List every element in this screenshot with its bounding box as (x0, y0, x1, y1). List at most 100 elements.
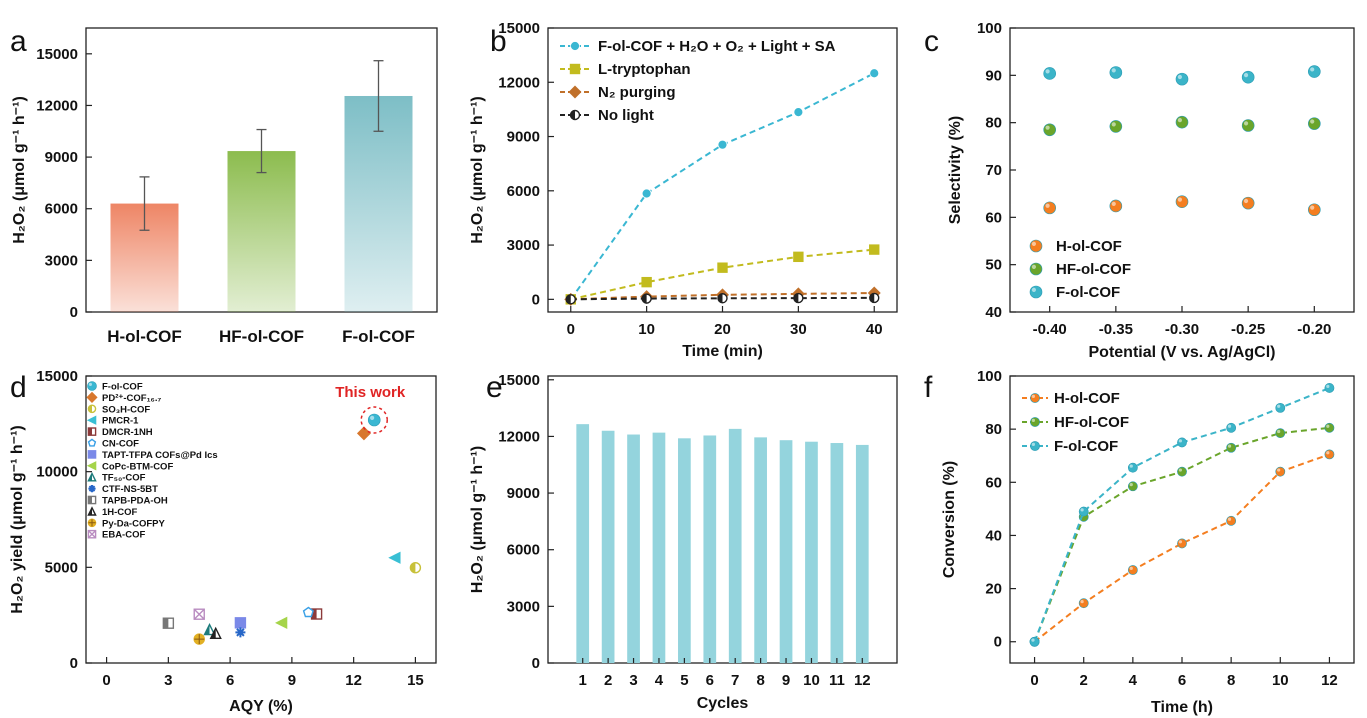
data-point-highlight (1243, 73, 1249, 78)
data-point-fill (204, 624, 210, 635)
x-tick-label: 9 (288, 672, 296, 689)
data-point-highlight (1178, 468, 1182, 472)
data-point (1324, 449, 1335, 460)
legend-marker (86, 461, 97, 471)
x-tick-label: 4 (1129, 672, 1138, 689)
x-tick-label: 30 (790, 321, 807, 338)
panel-letter: a (10, 25, 27, 58)
x-tick-label: 0 (1030, 672, 1038, 689)
x-tick-label: 6 (706, 672, 714, 689)
x-tick-label: 2 (604, 672, 612, 689)
legend-label: PD²⁺-COF₁₆.₇ (102, 393, 161, 404)
x-tick-label: 7 (731, 672, 739, 689)
y-axis-label: H₂O₂ (μmol g⁻¹ h⁻¹) (469, 446, 486, 594)
legend-label: Py-Da-COFPY (102, 518, 165, 529)
y-tick-label: 0 (532, 655, 540, 672)
data-point (1241, 70, 1255, 84)
data-point-highlight (1111, 68, 1116, 73)
x-tick-label: H-ol-COF (107, 327, 182, 346)
x-axis-label: Time (h) (1151, 699, 1213, 716)
legend-label: H-ol-COF (1056, 238, 1122, 255)
data-point-fill (566, 294, 571, 304)
bar (754, 437, 767, 663)
data-point-fill (410, 562, 416, 573)
data-point (388, 551, 401, 564)
x-tick-label: 1 (579, 672, 587, 689)
legend-marker-cross (88, 519, 96, 527)
y-tick-label: 15000 (498, 20, 540, 37)
data-point (1308, 65, 1321, 78)
panel-b-chart: b F-ol-COF + H₂O + O₂ + Light + SA L-trypt… (469, 20, 898, 360)
x-tick-label: 8 (1227, 672, 1235, 689)
data-point (717, 262, 728, 273)
x-tick-label: -0.30 (1165, 321, 1199, 338)
bar (830, 443, 844, 663)
data-point-highlight (1111, 122, 1116, 127)
legend-label: F-ol-COF (1054, 438, 1118, 455)
legend-label: L-tryptophan (598, 61, 690, 78)
y-tick-label: 12000 (498, 428, 540, 445)
legend-marker-highlight (1031, 264, 1036, 269)
x-axis-label: Potential (V vs. Ag/AgCl) (1089, 344, 1276, 361)
data-point-fill (793, 293, 799, 303)
legend-marker-fill (88, 428, 92, 436)
x-tick-label: -0.25 (1231, 321, 1265, 338)
y-tick-label: 0 (70, 655, 78, 672)
data-point (1127, 565, 1138, 575)
data-point-highlight (1177, 74, 1182, 80)
data-point (1127, 462, 1138, 473)
panel-letter: d (10, 371, 27, 404)
data-point-highlight (1177, 117, 1182, 123)
legend-label: F-ol-COF (1056, 284, 1120, 301)
x-tick-label: 9 (782, 672, 790, 689)
legend-label: HF-ol-COF (1056, 261, 1131, 278)
data-point-highlight (1277, 468, 1281, 472)
data-point (1109, 66, 1123, 79)
legend-marker-highlight (1031, 287, 1036, 292)
data-point-fill (163, 618, 169, 629)
data-point-highlight (1045, 203, 1050, 208)
data-point-highlight (1277, 429, 1281, 434)
y-tick-label: 3000 (45, 252, 78, 269)
y-tick-label: 60 (985, 474, 1002, 491)
legend-label: H-ol-COF (1054, 390, 1120, 407)
bar (344, 95, 413, 312)
plot-frame (547, 375, 898, 664)
legend-marker-highlight (1031, 394, 1035, 399)
x-tick-label: 40 (866, 321, 883, 338)
data-point-highlight (1227, 444, 1232, 448)
bar (728, 428, 742, 663)
data-point (1043, 123, 1056, 137)
y-axis-label: H₂O₂ (μmol g⁻¹ h⁻¹) (11, 96, 28, 244)
data-point (793, 107, 804, 118)
data-point (1109, 120, 1123, 133)
x-tick-label: 20 (714, 321, 731, 338)
legend-marker (1029, 262, 1043, 276)
legend-marker-fill (570, 110, 575, 120)
data-point (869, 68, 880, 79)
x-tick-label: -0.20 (1297, 321, 1331, 338)
data-point-highlight (1129, 566, 1133, 570)
panel-c-chart: c H-ol-COF HF-ol-COF F-ol-COF -0.40 -0.35 -0.3… (924, 20, 1355, 361)
data-point-highlight (1227, 517, 1232, 521)
y-tick-label: 80 (985, 115, 1002, 132)
data-point (1043, 67, 1056, 80)
legend-marker (1030, 417, 1040, 427)
legend-marker-highlight (1031, 442, 1035, 447)
data-point (275, 616, 288, 629)
data-point (1308, 203, 1321, 217)
data-point-highlight (1326, 451, 1330, 455)
legend-label: No light (598, 107, 654, 124)
legend-label: TAPT-TFPA COFs@Pd Ics (102, 450, 218, 461)
data-point (717, 139, 728, 150)
legend-label: EBA-COF (102, 530, 145, 541)
x-tick-label: 8 (756, 672, 764, 689)
data-point-highlight (1111, 201, 1116, 206)
data-point (1177, 538, 1187, 549)
data-point (1226, 442, 1237, 453)
bar (703, 435, 717, 663)
data-point (1226, 422, 1237, 433)
data-point (1177, 466, 1187, 477)
x-tick-label: 12 (345, 672, 362, 689)
x-tick-label: 6 (1178, 672, 1186, 689)
